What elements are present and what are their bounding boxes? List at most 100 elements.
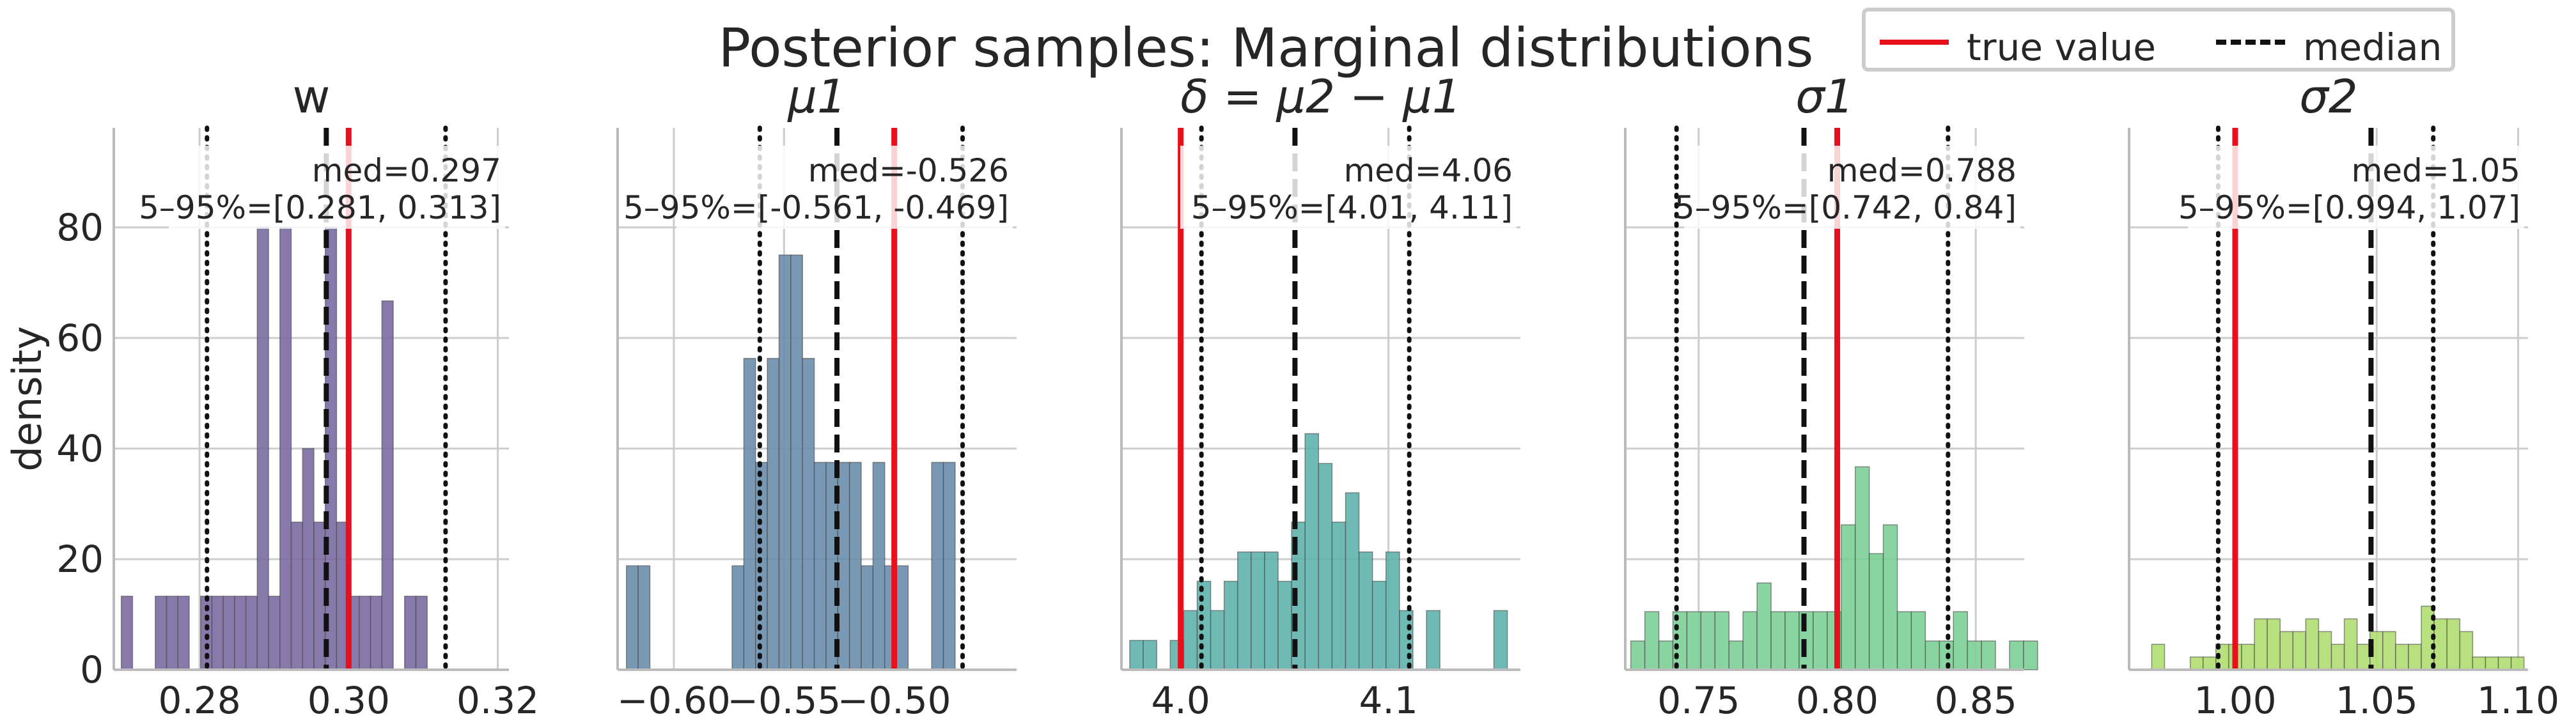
panel-1-bar-9 [222, 596, 235, 670]
panel-5-bar-11 [2292, 631, 2307, 670]
panel-3-annotation-interval: 5–95%=[4.01, 4.11] [1191, 189, 1513, 226]
panel-3-annotation-median: med=4.06 [1344, 152, 1513, 189]
panel-2-bar-13 [778, 254, 792, 670]
panel-4-bar-6 [1714, 611, 1729, 670]
panel-1-xtick-label-0: 0.28 [159, 679, 241, 722]
panel-1-bar-22 [370, 596, 383, 670]
panel-4-xtick-label-1: 0.80 [1796, 679, 1878, 722]
panel-1-bar-11 [245, 596, 258, 670]
panel-5-bar-15 [2343, 618, 2358, 670]
panel-5-bar-10 [2279, 631, 2294, 670]
panel-1-bar-14 [279, 227, 292, 670]
panel-3-bar-7 [1223, 580, 1238, 670]
panel-2-xtick-label-1: −0.55 [727, 679, 841, 722]
panel-4-bar-10 [1770, 611, 1786, 670]
panel-2-bar-10 [743, 358, 756, 670]
panel-4-annotation-interval: 5–95%=[0.742, 0.84] [1674, 189, 2017, 226]
panel-3-bar-6 [1210, 610, 1225, 670]
panel-2-annotation-interval: 5–95%=[-0.561, -0.469] [623, 189, 1009, 226]
panel-3-bar-11 [1277, 580, 1292, 670]
panel-2-bar-14 [790, 254, 803, 670]
panel-5-bar-12 [2305, 618, 2320, 670]
panel-4-bar-17 [1868, 553, 1884, 670]
panel-3-bar-19 [1386, 551, 1400, 670]
panel-5-bar-8 [2254, 618, 2268, 670]
panel-3: 4.0 4.1 δ = μ2 − μ1 med=4.065–95%=[4.01, 4.… [1120, 70, 1520, 722]
panel-1-bar-4 [166, 596, 179, 670]
panel-1-ytick-label-2: 40 [56, 427, 104, 470]
panel-4-bar-21 [1924, 640, 1940, 670]
panel-4-bar-8 [1742, 611, 1758, 670]
panel-5-annotation-interval: 5–95%=[0.994, 1.07] [2178, 189, 2520, 226]
panel-5-bar-22 [2433, 618, 2447, 670]
panel-4-bar-2 [1658, 640, 1674, 670]
panel-4-bar-4 [1686, 611, 1702, 670]
panel-4-bar-15 [1841, 524, 1856, 670]
panel-4-bar-1 [1644, 611, 1660, 670]
panel-2-bar-16 [813, 461, 827, 670]
panel-2-annotation-median: med=-0.526 [808, 152, 1009, 189]
panel-5-xtick-label-0: 1.00 [2194, 679, 2276, 722]
panel-2-bar-27 [942, 461, 956, 670]
panel-4-bar-27 [2009, 640, 2024, 670]
panel-5-bar-16 [2356, 644, 2371, 670]
panel-4-bar-25 [1981, 640, 1996, 670]
panel-2-bar-26 [931, 461, 944, 670]
panel-5: 1.00 1.05 1.10 σ2 med=1.055–95%=[0.994, 1.07… [2128, 70, 2559, 722]
panel-3-bar-13 [1304, 433, 1320, 670]
panel-1-bar-0 [120, 596, 134, 670]
panel-5-bar-14 [2330, 644, 2345, 670]
panel-3-bar-8 [1237, 551, 1252, 670]
panel-3-annotation: med=4.065–95%=[4.01, 4.11] [1180, 146, 1517, 229]
panel-5-bar-7 [2241, 644, 2255, 670]
panel-3-bar-9 [1251, 551, 1265, 670]
panel-4-xtick-label-2: 0.85 [1935, 679, 2017, 722]
panel-1-bar-13 [268, 596, 281, 670]
panel-5-bar-18 [2382, 631, 2396, 670]
panel-1-annotation-median: med=0.297 [312, 152, 501, 189]
panel-4-annotation-bg [1684, 146, 2020, 229]
panel-4-bar-28 [2023, 640, 2038, 670]
panel-4-bar-24 [1967, 640, 1982, 670]
panel-5-bar-24 [2459, 631, 2474, 670]
panel-1-ytick-label-3: 60 [56, 316, 104, 360]
panel-1-ytick-label-1: 20 [56, 537, 104, 581]
panel-3-title: δ = μ2 − μ1 [1180, 70, 1462, 123]
panel-3-bar-22 [1426, 610, 1440, 670]
legend-label-true-value: true value [1967, 26, 2156, 69]
legend-swatch-true-value [1880, 40, 1949, 45]
panel-5-bar-19 [2395, 644, 2409, 670]
panel-2-bar-12 [767, 358, 780, 670]
legend-swatch-median [2216, 40, 2285, 45]
panel-1-bar-8 [211, 596, 224, 670]
panel-1-ytick-label-0: 0 [80, 648, 104, 691]
panel-5-annotation-median: med=1.05 [2352, 152, 2520, 189]
panel-3-xtick-label-1: 4.1 [1359, 679, 1418, 722]
panel-1-ylabel: density [4, 326, 51, 471]
panel-5-bar-13 [2318, 631, 2332, 670]
legend: true value median [1862, 8, 2455, 72]
panel-1-annotation-bg [169, 146, 505, 229]
panel-4-bar-20 [1910, 611, 1926, 670]
panel-1-annotation-interval: 5–95%=[0.281, 0.313] [139, 189, 501, 226]
panel-1-bar-23 [381, 300, 394, 670]
panel-1-bar-16 [302, 448, 315, 670]
panel-2: −0.60−0.55−0.50 μ1 med=-0.5265–95%=[-0.561… [616, 70, 1017, 722]
panel-5-bar-3 [2189, 656, 2204, 670]
panel-4-bar-19 [1896, 611, 1912, 670]
panel-1: 0.28 0.30 0.32 0 20 40 60 80 density w med=0.2975–… [4, 70, 539, 722]
panel-5-bar-27 [2497, 656, 2512, 670]
panel-1-xtick-label-2: 0.32 [457, 679, 539, 722]
panel-5-title: σ2 [2299, 70, 2357, 123]
panel-1-xtick-label-1: 0.30 [308, 679, 390, 722]
panel-5-annotation: med=1.055–95%=[0.994, 1.07] [2178, 146, 2524, 229]
panel-3-bar-16 [1345, 492, 1360, 670]
panel-3-bar-0 [1129, 640, 1144, 670]
figure-title: Posterior samples: Marginal distribution… [718, 17, 1814, 79]
panel-5-bar-0 [2151, 644, 2166, 670]
panel-2-title: μ1 [787, 70, 847, 123]
